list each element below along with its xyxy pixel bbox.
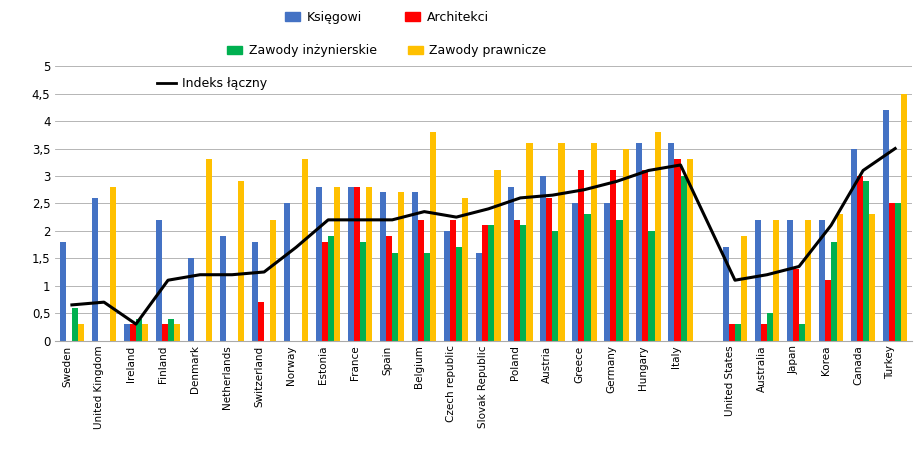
- Bar: [616, 220, 623, 341]
- Bar: [735, 324, 741, 341]
- Bar: [206, 159, 212, 341]
- Bar: [831, 242, 837, 341]
- Bar: [136, 319, 142, 341]
- Bar: [681, 176, 687, 341]
- Bar: [174, 324, 181, 341]
- Bar: [857, 176, 863, 341]
- Bar: [462, 198, 469, 341]
- Bar: [585, 214, 590, 341]
- Bar: [322, 242, 328, 341]
- Bar: [787, 220, 793, 341]
- Bar: [168, 319, 174, 341]
- Bar: [495, 170, 500, 341]
- Bar: [623, 149, 629, 341]
- Bar: [761, 324, 767, 341]
- Bar: [572, 203, 578, 341]
- Bar: [514, 220, 520, 341]
- Bar: [773, 220, 779, 341]
- Bar: [723, 247, 729, 341]
- Bar: [669, 143, 674, 341]
- Bar: [851, 149, 857, 341]
- Bar: [354, 187, 360, 341]
- Bar: [883, 110, 889, 341]
- Bar: [863, 182, 869, 341]
- Bar: [398, 193, 404, 341]
- Bar: [430, 132, 437, 341]
- Bar: [611, 170, 616, 341]
- Bar: [546, 198, 553, 341]
- Bar: [456, 247, 462, 341]
- Bar: [755, 220, 761, 341]
- Bar: [527, 143, 532, 341]
- Bar: [558, 143, 565, 341]
- Bar: [425, 253, 430, 341]
- Bar: [156, 220, 162, 341]
- Bar: [476, 253, 483, 341]
- Bar: [805, 220, 811, 341]
- Legend: Indeks łączny: Indeks łączny: [152, 72, 272, 96]
- Bar: [643, 170, 648, 341]
- Bar: [825, 280, 831, 341]
- Bar: [687, 159, 693, 341]
- Bar: [674, 159, 681, 341]
- Bar: [188, 258, 194, 341]
- Bar: [284, 203, 290, 341]
- Legend: Księgowi, Architekci: Księgowi, Architekci: [280, 6, 494, 29]
- Bar: [412, 193, 418, 341]
- Bar: [902, 94, 907, 341]
- Bar: [92, 198, 98, 341]
- Bar: [316, 187, 322, 341]
- Bar: [270, 220, 276, 341]
- Bar: [302, 159, 309, 341]
- Bar: [604, 203, 611, 341]
- Bar: [380, 193, 386, 341]
- Bar: [392, 253, 398, 341]
- Bar: [367, 187, 372, 341]
- Bar: [837, 214, 844, 341]
- Bar: [655, 132, 660, 341]
- Bar: [590, 143, 597, 341]
- Bar: [220, 236, 226, 341]
- Bar: [239, 182, 244, 341]
- Bar: [648, 231, 655, 341]
- Bar: [508, 187, 514, 341]
- Bar: [767, 313, 773, 341]
- Bar: [869, 214, 875, 341]
- Bar: [348, 187, 354, 341]
- Bar: [799, 324, 805, 341]
- Bar: [360, 242, 367, 341]
- Bar: [483, 225, 488, 341]
- Bar: [895, 203, 902, 341]
- Bar: [110, 187, 116, 341]
- Bar: [328, 236, 334, 341]
- Bar: [553, 231, 558, 341]
- Bar: [520, 225, 527, 341]
- Bar: [578, 170, 585, 341]
- Bar: [729, 324, 735, 341]
- Bar: [418, 220, 425, 341]
- Bar: [541, 176, 546, 341]
- Bar: [741, 236, 747, 341]
- Bar: [142, 324, 148, 341]
- Bar: [450, 220, 456, 341]
- Bar: [488, 225, 495, 341]
- Bar: [819, 220, 825, 341]
- Bar: [72, 307, 78, 341]
- Bar: [889, 203, 895, 341]
- Legend: Zawody inżynierskie, Zawody prawnicze: Zawody inżynierskie, Zawody prawnicze: [222, 39, 552, 62]
- Bar: [162, 324, 168, 341]
- Bar: [252, 242, 258, 341]
- Bar: [334, 187, 341, 341]
- Bar: [444, 231, 450, 341]
- Bar: [123, 324, 130, 341]
- Bar: [60, 242, 65, 341]
- Bar: [793, 269, 799, 341]
- Bar: [130, 324, 136, 341]
- Bar: [636, 143, 643, 341]
- Bar: [258, 302, 264, 341]
- Bar: [386, 236, 392, 341]
- Bar: [78, 324, 84, 341]
